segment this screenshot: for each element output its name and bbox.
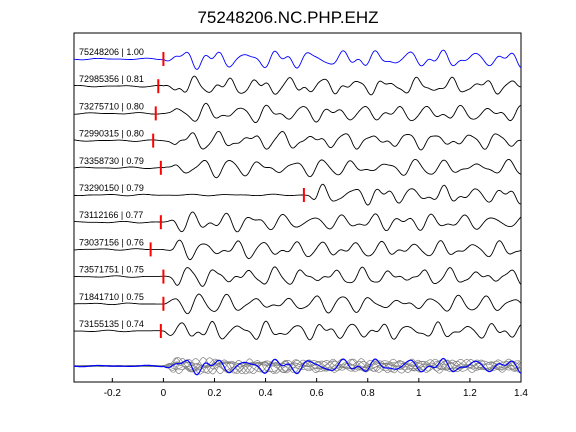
trace-label: 73155135 | 0.74	[79, 319, 144, 329]
trace-label: 73290150 | 0.79	[79, 183, 144, 193]
x-tick-label: 1.2	[463, 388, 477, 399]
plot-frame	[73, 32, 522, 383]
trace-line	[73, 183, 522, 206]
trace-line	[73, 266, 522, 287]
overlay-trace-line	[73, 358, 522, 374]
trace-label: 73358730 | 0.79	[79, 156, 144, 166]
trace-line	[73, 158, 522, 179]
x-tick-label: 0.2	[208, 388, 222, 399]
trace-line	[74, 102, 522, 123]
stacked-reference-line	[73, 357, 522, 376]
trace-line	[74, 293, 522, 315]
trace-label: 73037156 | 0.76	[79, 237, 144, 247]
trace-line	[73, 75, 521, 96]
trace-label: 71841710 | 0.75	[79, 292, 144, 302]
trace-label: 72990315 | 0.80	[79, 129, 144, 139]
trace-label: 73112166 | 0.77	[79, 210, 143, 220]
trace-label: 73275710 | 0.80	[79, 101, 144, 111]
x-tick-label: 0.6	[310, 388, 324, 399]
trace-line	[73, 49, 522, 70]
trace-label: 72985356 | 0.81	[79, 74, 144, 84]
trace-line	[74, 239, 522, 261]
stacked-overlay-group	[73, 357, 522, 376]
x-tick-label: 1	[416, 388, 422, 399]
x-tick-label: 0	[161, 388, 167, 399]
trace-line	[74, 211, 522, 233]
x-tick-label: 1.4	[514, 388, 528, 399]
trace-line	[73, 130, 522, 151]
x-tick-label: 0.8	[361, 388, 375, 399]
x-tick-label: 0.4	[259, 388, 273, 399]
chart-title: 75248206.NC.PHP.EHZ	[197, 8, 379, 27]
x-tick-label: -0.2	[104, 388, 122, 399]
trace-label: 75248206 | 1.00	[79, 47, 144, 57]
trace-line	[74, 320, 522, 341]
trace-label: 73571751 | 0.75	[79, 265, 144, 275]
trace-group: 75248206 | 1.00 72985356 | 0.81 73275710 |…	[73, 47, 522, 341]
x-axis: -0.2 0 0.2 0.4 0.6 0.8 1 1.2 1.4	[104, 378, 528, 399]
